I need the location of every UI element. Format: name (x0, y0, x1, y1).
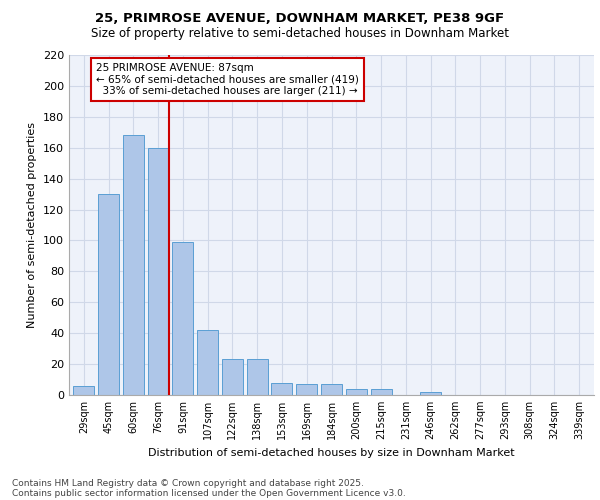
Bar (247, 360, 268, 395)
Bar (420, 392, 441, 395)
Bar (371, 389, 392, 395)
Y-axis label: Number of semi-detached properties: Number of semi-detached properties (28, 122, 37, 328)
Bar (197, 330, 218, 395)
Bar (222, 360, 243, 395)
Text: Contains public sector information licensed under the Open Government Licence v3: Contains public sector information licen… (12, 488, 406, 498)
Bar (321, 384, 342, 395)
Text: Size of property relative to semi-detached houses in Downham Market: Size of property relative to semi-detach… (91, 28, 509, 40)
Bar (271, 382, 292, 395)
Bar (296, 384, 317, 395)
Bar (346, 389, 367, 395)
Bar (172, 242, 193, 395)
Bar (148, 148, 169, 395)
Text: 25 PRIMROSE AVENUE: 87sqm
← 65% of semi-detached houses are smaller (419)
  33% : 25 PRIMROSE AVENUE: 87sqm ← 65% of semi-… (96, 62, 359, 96)
X-axis label: Distribution of semi-detached houses by size in Downham Market: Distribution of semi-detached houses by … (148, 448, 515, 458)
Bar (73, 386, 94, 395)
Bar (123, 136, 144, 395)
Text: Contains HM Land Registry data © Crown copyright and database right 2025.: Contains HM Land Registry data © Crown c… (12, 478, 364, 488)
Bar (98, 194, 119, 395)
Text: 25, PRIMROSE AVENUE, DOWNHAM MARKET, PE38 9GF: 25, PRIMROSE AVENUE, DOWNHAM MARKET, PE3… (95, 12, 505, 26)
